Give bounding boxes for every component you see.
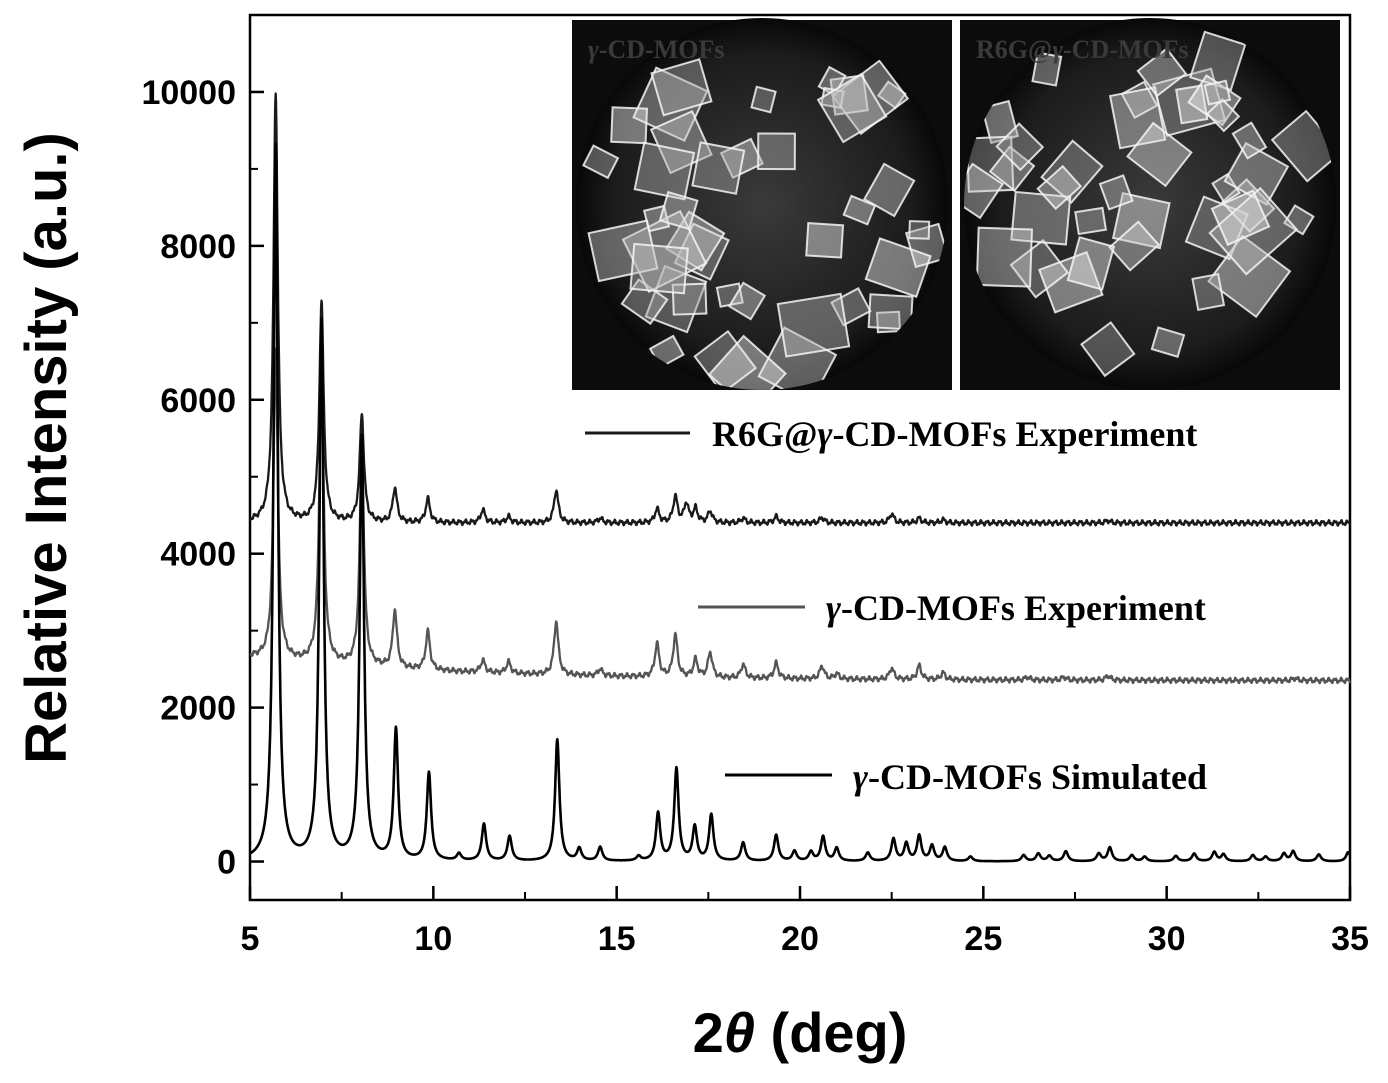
y-axis: 0 2000 4000 6000 8000 10000 <box>141 74 264 882</box>
crystal-shape <box>758 133 795 169</box>
crystal-shape <box>751 87 775 112</box>
crystal-shape <box>977 228 1032 287</box>
y-tick-label-10000: 10000 <box>141 74 236 112</box>
y-tick-label-8000: 8000 <box>160 228 236 266</box>
x-tick-label-10: 10 <box>414 920 452 958</box>
crystal-shape <box>692 142 744 193</box>
legend: R6G@γ-CD-MOFs Experiment γ-CD-MOFs Exper… <box>585 414 1207 797</box>
inset-photo-left: γ-CD-MOFs <box>572 18 952 412</box>
inset-photos: γ-CD-MOFs R6G@γ-CD-MOFs <box>572 18 1341 412</box>
inset-photo-left-label: γ-CD-MOFs <box>588 35 724 64</box>
legend-label-cd-mofs-simulated: γ-CD-MOFs Simulated <box>853 757 1207 797</box>
x-tick-label-5: 5 <box>241 920 260 958</box>
x-axis: 5 10 15 20 25 30 35 <box>241 886 1369 958</box>
crystal-shape <box>1192 274 1223 310</box>
y-axis-title: Relative Intensity (a.u.) <box>14 132 79 764</box>
crystal-shape <box>635 143 694 200</box>
y-tick-label-2000: 2000 <box>160 690 236 728</box>
y-tick-label-6000: 6000 <box>160 382 236 420</box>
x-axis-title: 2θ (deg) <box>693 1001 908 1064</box>
legend-label-cd-mofs-experiment: γ-CD-MOFs Experiment <box>826 588 1206 628</box>
series-line-1 <box>250 349 1350 683</box>
crystal-shape <box>630 244 687 293</box>
x-tick-label-20: 20 <box>781 920 819 958</box>
y-tick-label-4000: 4000 <box>160 536 236 574</box>
legend-label-r6g-experiment: R6G@γ-CD-MOFs Experiment <box>712 414 1197 454</box>
crystal-shape <box>611 107 647 143</box>
legend-item-cd-mofs-experiment: γ-CD-MOFs Experiment <box>698 588 1206 628</box>
crystal-shape <box>778 294 849 357</box>
crystal-shape <box>1205 81 1230 105</box>
x-tick-label-35: 35 <box>1331 920 1369 958</box>
crystal-shape <box>909 221 929 239</box>
legend-item-r6g-experiment: R6G@γ-CD-MOFs Experiment <box>585 414 1197 454</box>
x-tick-label-30: 30 <box>1148 920 1186 958</box>
crystal-shape <box>806 223 843 258</box>
y-tick-label-0: 0 <box>217 844 236 882</box>
x-tick-label-25: 25 <box>964 920 1002 958</box>
inset-photo-right: R6G@γ-CD-MOFs <box>950 18 1341 390</box>
inset-photo-right-label: R6G@γ-CD-MOFs <box>976 35 1189 64</box>
legend-item-cd-mofs-simulated: γ-CD-MOFs Simulated <box>725 757 1207 797</box>
x-tick-label-15: 15 <box>598 920 636 958</box>
crystal-shape <box>1075 208 1106 234</box>
